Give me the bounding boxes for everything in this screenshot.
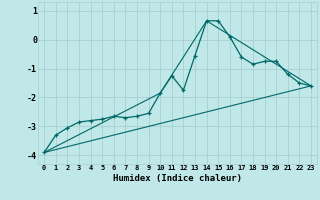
X-axis label: Humidex (Indice chaleur): Humidex (Indice chaleur) xyxy=(113,174,242,183)
